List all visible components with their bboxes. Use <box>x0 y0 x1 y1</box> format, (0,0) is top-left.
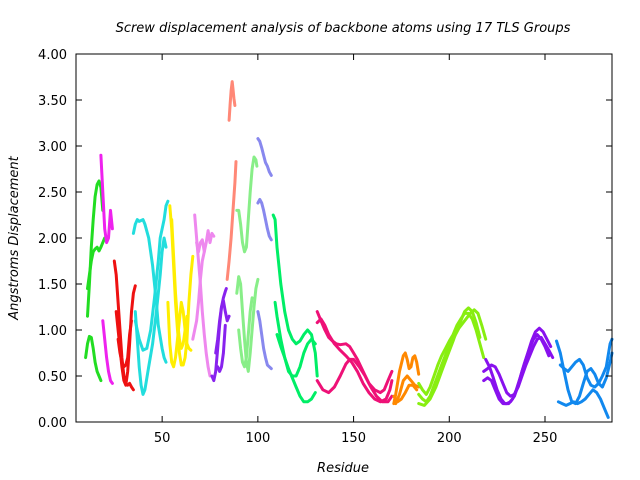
series-group-4 <box>131 199 170 396</box>
series-group-2 <box>99 153 114 385</box>
series-group-1 <box>84 179 107 383</box>
series-line <box>555 339 614 406</box>
x-axis: 50 100 150 200 250 <box>154 54 558 446</box>
x-tick-label: 250 <box>533 431 558 446</box>
series-group-15 <box>482 326 555 406</box>
series-line <box>235 275 260 373</box>
series-line <box>256 197 273 242</box>
y-tick-label: 4.00 <box>38 48 67 63</box>
series-line <box>101 319 114 385</box>
series-line <box>133 236 168 396</box>
series-line <box>556 388 610 419</box>
y-tick-label: 2.00 <box>38 232 67 247</box>
series-line <box>227 80 237 122</box>
x-axis-label: Residue <box>317 461 369 476</box>
series-line <box>235 155 259 254</box>
series-line <box>99 153 114 245</box>
series-group-11 <box>271 213 319 404</box>
x-tick-label: 200 <box>437 431 462 446</box>
y-tick-label: 1.50 <box>38 278 67 293</box>
series-line <box>133 199 170 352</box>
series-group-6 <box>191 213 216 378</box>
series-line <box>558 337 614 389</box>
series-group-12 <box>315 310 394 404</box>
series-group-10 <box>256 137 273 371</box>
series-line <box>271 213 319 378</box>
x-tick-label: 50 <box>154 431 171 446</box>
series-line <box>170 218 189 350</box>
series-line <box>417 311 486 396</box>
y-tick-label: 0.00 <box>38 416 67 431</box>
y-tick-label: 0.50 <box>38 370 67 385</box>
series-group-13 <box>392 351 421 406</box>
y-tick-label: 2.50 <box>38 186 67 201</box>
series-line <box>84 334 103 383</box>
series-line <box>214 299 231 355</box>
y-tick-label: 1.00 <box>38 324 67 339</box>
chart-title: Screw displacement analysis of backbone … <box>116 21 571 36</box>
series-line <box>116 319 133 369</box>
series-line <box>484 326 553 406</box>
series-group-7 <box>210 287 231 383</box>
series-line <box>256 137 273 177</box>
series-line <box>256 310 273 371</box>
series-line <box>417 306 482 407</box>
series-line <box>237 296 254 369</box>
series-line <box>225 160 238 281</box>
series-group-8 <box>225 80 238 281</box>
y-axis-label: Angstroms Displacement <box>7 155 22 320</box>
series-line <box>191 250 206 341</box>
series-group-16 <box>555 337 614 419</box>
series-group-9 <box>235 155 260 373</box>
y-axis: 0.00 0.50 1.00 1.50 2.00 2.50 3.00 3.50 4.00 <box>38 48 612 431</box>
series-line <box>86 236 107 291</box>
series-group-3 <box>112 259 137 392</box>
series-line <box>275 333 317 404</box>
y-tick-label: 3.00 <box>38 140 67 155</box>
series-group-5 <box>166 204 195 369</box>
series-line <box>195 229 216 254</box>
y-tick-label: 3.50 <box>38 94 67 109</box>
series-layer <box>84 80 614 419</box>
series-line <box>273 300 317 378</box>
series-line <box>392 351 421 406</box>
series-group-14 <box>417 306 488 407</box>
series-line <box>392 383 419 404</box>
series-line <box>315 310 394 395</box>
x-tick-label: 100 <box>245 431 270 446</box>
series-line <box>216 323 227 373</box>
series-line <box>315 357 394 404</box>
x-tick-label: 150 <box>341 431 366 446</box>
series-line <box>131 218 168 364</box>
